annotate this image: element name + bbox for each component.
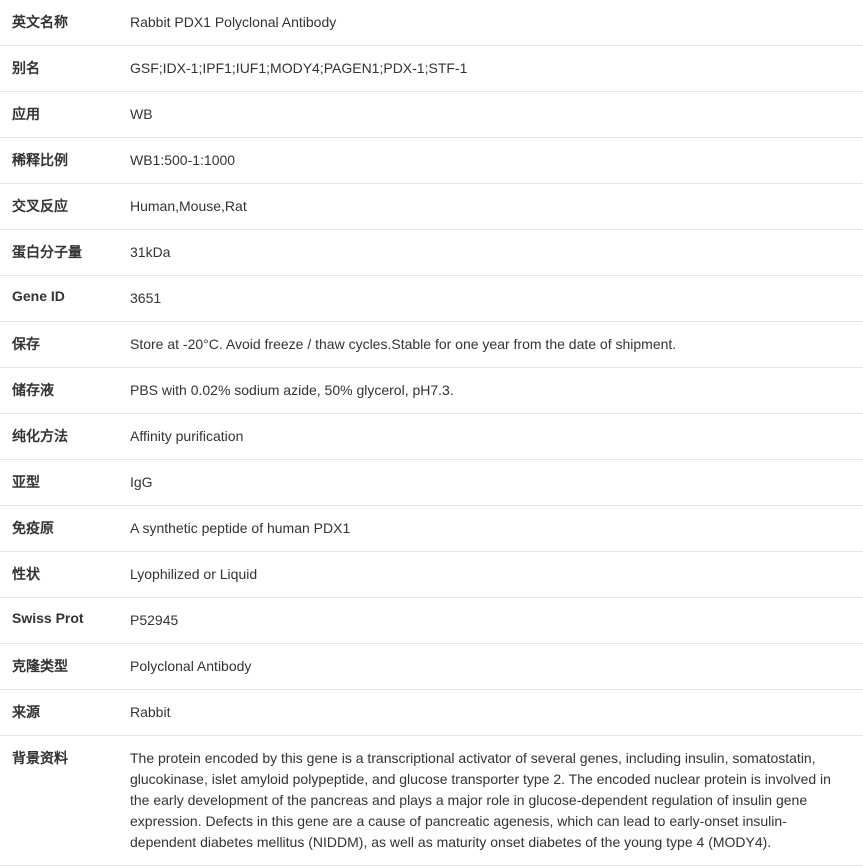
row-value: Store at -20°C. Avoid freeze / thaw cycl… xyxy=(130,322,863,368)
row-value: IgG xyxy=(130,460,863,506)
row-value: 31kDa xyxy=(130,230,863,276)
row-value: Rabbit xyxy=(130,690,863,736)
table-row: Gene ID 3651 xyxy=(0,276,863,322)
table-row: 免疫原 A synthetic peptide of human PDX1 xyxy=(0,506,863,552)
table-row: 交叉反应 Human,Mouse,Rat xyxy=(0,184,863,230)
table-row: 保存 Store at -20°C. Avoid freeze / thaw c… xyxy=(0,322,863,368)
table-row: 纯化方法 Affinity purification xyxy=(0,414,863,460)
row-value: P52945 xyxy=(130,598,863,644)
row-value: WB xyxy=(130,92,863,138)
spec-table: 英文名称 Rabbit PDX1 Polyclonal Antibody 别名 … xyxy=(0,0,863,866)
table-row: 别名 GSF;IDX-1;IPF1;IUF1;MODY4;PAGEN1;PDX-… xyxy=(0,46,863,92)
row-value: Lyophilized or Liquid xyxy=(130,552,863,598)
row-label: Gene ID xyxy=(0,276,130,322)
row-value: A synthetic peptide of human PDX1 xyxy=(130,506,863,552)
row-label: Swiss Prot xyxy=(0,598,130,644)
row-label: 稀释比例 xyxy=(0,138,130,184)
row-value: Human,Mouse,Rat xyxy=(130,184,863,230)
row-label: 亚型 xyxy=(0,460,130,506)
table-row: 稀释比例 WB1:500-1:1000 xyxy=(0,138,863,184)
table-row: 储存液 PBS with 0.02% sodium azide, 50% gly… xyxy=(0,368,863,414)
row-value: GSF;IDX-1;IPF1;IUF1;MODY4;PAGEN1;PDX-1;S… xyxy=(130,46,863,92)
table-row: Swiss Prot P52945 xyxy=(0,598,863,644)
row-label: 英文名称 xyxy=(0,0,130,46)
row-label: 储存液 xyxy=(0,368,130,414)
table-row: 来源 Rabbit xyxy=(0,690,863,736)
table-row: 蛋白分子量 31kDa xyxy=(0,230,863,276)
row-value: The protein encoded by this gene is a tr… xyxy=(130,736,863,866)
row-value: Polyclonal Antibody xyxy=(130,644,863,690)
row-value: Affinity purification xyxy=(130,414,863,460)
row-label: 保存 xyxy=(0,322,130,368)
row-label: 别名 xyxy=(0,46,130,92)
table-row: 性状 Lyophilized or Liquid xyxy=(0,552,863,598)
row-label: 免疫原 xyxy=(0,506,130,552)
row-value: 3651 xyxy=(130,276,863,322)
row-label: 克隆类型 xyxy=(0,644,130,690)
row-label: 纯化方法 xyxy=(0,414,130,460)
row-label: 应用 xyxy=(0,92,130,138)
row-value: PBS with 0.02% sodium azide, 50% glycero… xyxy=(130,368,863,414)
row-label: 背景资料 xyxy=(0,736,130,866)
row-value: WB1:500-1:1000 xyxy=(130,138,863,184)
row-label: 来源 xyxy=(0,690,130,736)
row-value: Rabbit PDX1 Polyclonal Antibody xyxy=(130,0,863,46)
row-label: 交叉反应 xyxy=(0,184,130,230)
table-row: 背景资料 The protein encoded by this gene is… xyxy=(0,736,863,866)
row-label: 性状 xyxy=(0,552,130,598)
table-row: 英文名称 Rabbit PDX1 Polyclonal Antibody xyxy=(0,0,863,46)
spec-table-body: 英文名称 Rabbit PDX1 Polyclonal Antibody 别名 … xyxy=(0,0,863,866)
table-row: 克隆类型 Polyclonal Antibody xyxy=(0,644,863,690)
table-row: 应用 WB xyxy=(0,92,863,138)
row-label: 蛋白分子量 xyxy=(0,230,130,276)
table-row: 亚型 IgG xyxy=(0,460,863,506)
